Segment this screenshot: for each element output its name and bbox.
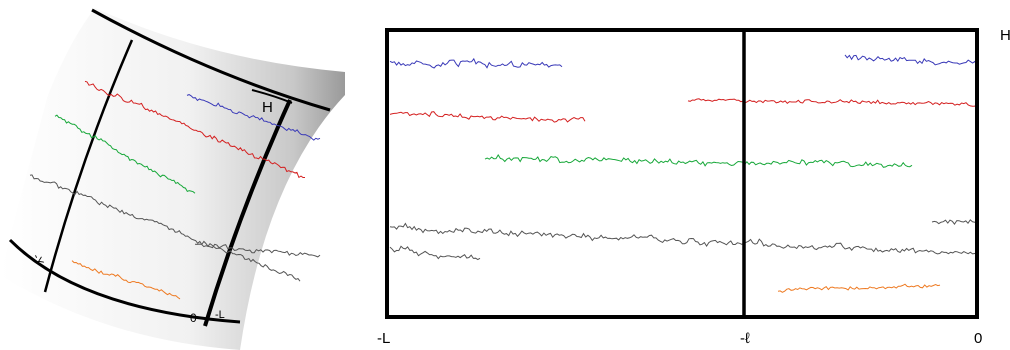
cylinder-top-edge <box>91 8 331 112</box>
flat-trace-red-left <box>389 111 586 123</box>
cylinder-trace-green <box>54 114 196 194</box>
cylinder-trace-blue <box>186 94 321 141</box>
flat-trace-green <box>484 154 913 168</box>
cylinder-trace-gray-upper <box>29 174 301 282</box>
flat-trace-gray-edge <box>931 219 977 225</box>
cylinder-sheet <box>0 8 345 350</box>
flat-label-mid: -ℓ <box>740 330 750 347</box>
flat-label-left: -L <box>377 330 390 347</box>
cylinder-trace-gray-lower <box>194 243 321 258</box>
cylinder-diagram: H -Y 0 -L <box>0 8 345 350</box>
flat-frame <box>385 28 979 319</box>
cylinder-label-neg-l: -L <box>215 309 225 321</box>
flat-trace-gray-long <box>389 222 977 255</box>
cylinder-label-zero: 0 <box>190 311 197 325</box>
flat-label-right: 0 <box>974 330 982 347</box>
flat-label-h: H <box>1000 27 1010 44</box>
cylinder-trace-red <box>84 80 305 179</box>
cylinder-left-divider <box>43 39 134 293</box>
flat-trace-blue-right <box>844 54 977 66</box>
cylinder-label-h: H <box>262 99 273 116</box>
cylinder-bottom-edge <box>8 238 241 324</box>
flat-trace-orange <box>777 283 941 293</box>
cylinder-right-divider <box>203 99 292 327</box>
flat-trace-gray-short <box>389 245 481 261</box>
cylinder-trace-orange <box>71 260 181 300</box>
flat-diagram: H -L -ℓ 0 <box>377 27 1010 347</box>
flat-trace-blue-left <box>389 57 563 69</box>
flat-trace-red-right <box>687 98 977 107</box>
cylinder-h-tick <box>251 89 293 104</box>
